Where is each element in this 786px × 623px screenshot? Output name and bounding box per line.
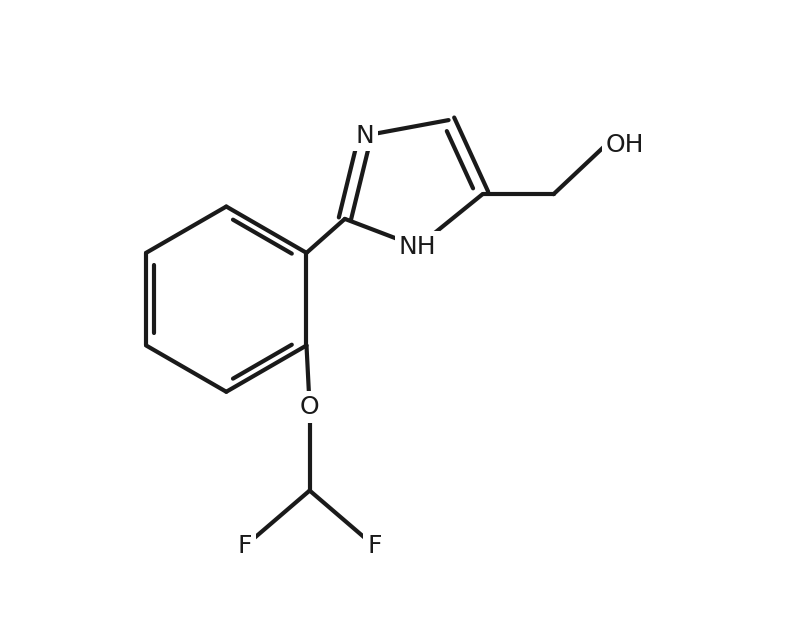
Text: O: O [299, 395, 319, 419]
Text: N: N [356, 123, 375, 148]
Text: NH: NH [399, 235, 436, 259]
Text: OH: OH [606, 133, 645, 157]
Text: F: F [237, 534, 252, 558]
Text: F: F [367, 534, 382, 558]
